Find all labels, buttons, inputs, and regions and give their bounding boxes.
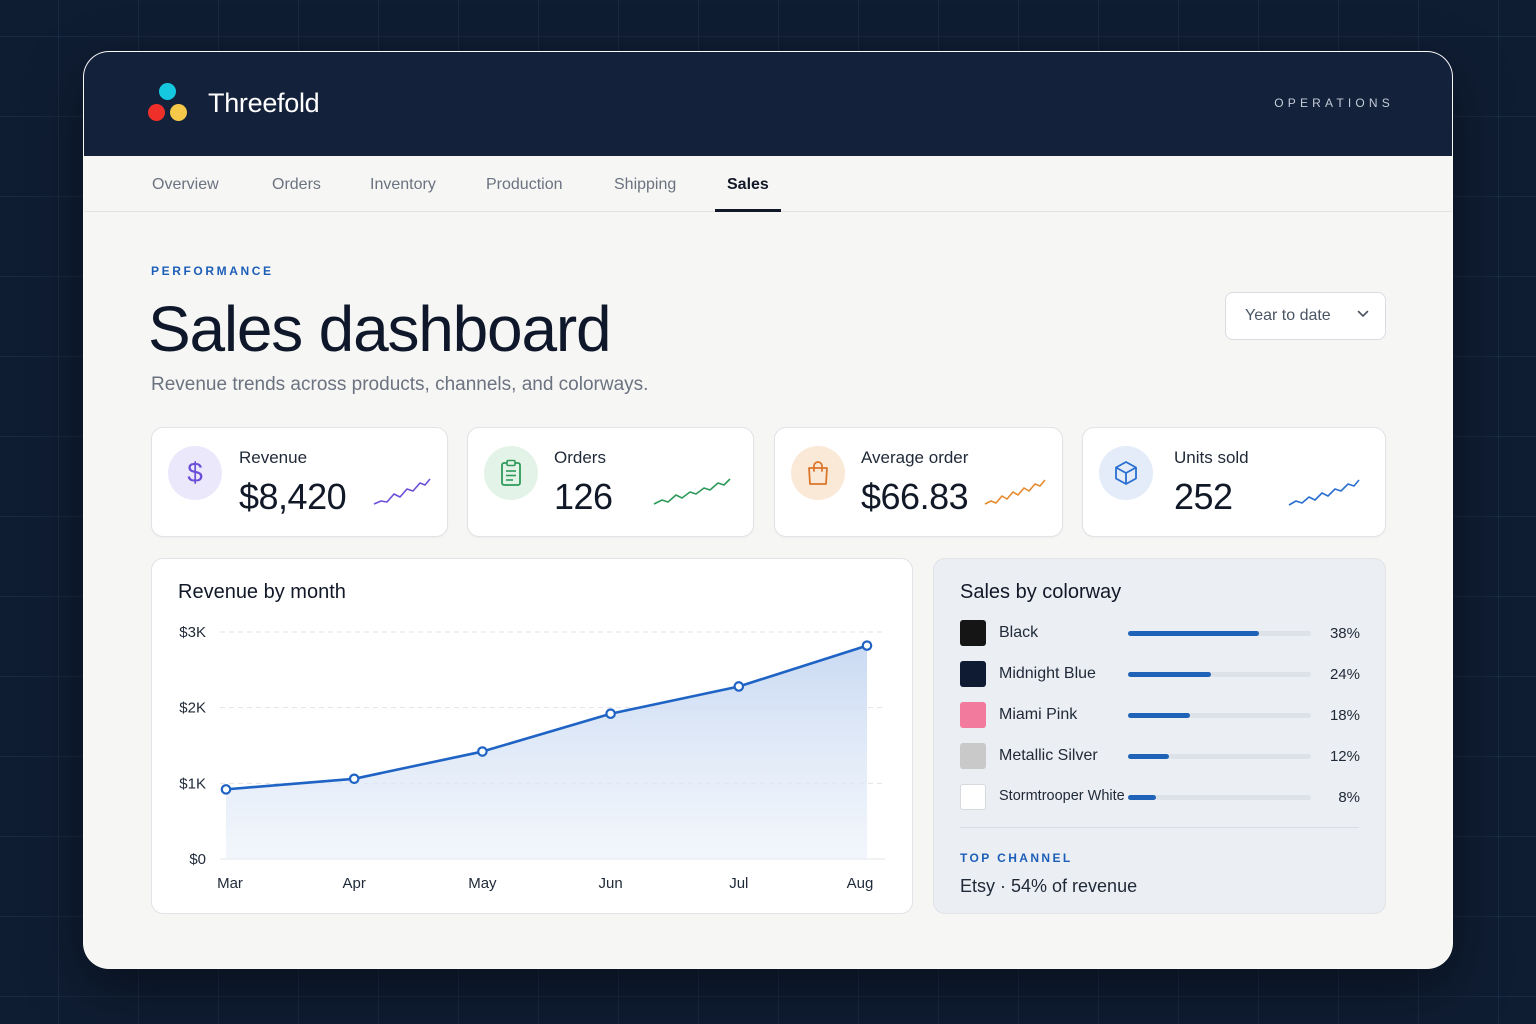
data-point	[348, 773, 360, 785]
dollar-icon: $	[168, 446, 222, 500]
colorway-name: Metallic Silver	[999, 747, 1098, 764]
divider	[960, 827, 1359, 828]
y-tick-label: $1K	[179, 775, 206, 792]
chevron-down-icon	[1357, 310, 1369, 317]
sparkline-average-order	[984, 479, 1046, 505]
revenue-chart: $0 $1K $2K $3K Mar Apr May Jun Jul Aug	[179, 624, 885, 892]
colorway-percent: 24%	[1329, 666, 1360, 683]
kpi-label: Revenue	[239, 448, 308, 467]
colorway-title: Sales by colorway	[960, 581, 1122, 603]
top-channel-value: Etsy · 54% of revenue	[960, 876, 1138, 896]
colorway-row: Stormtrooper White 8%	[960, 784, 1360, 810]
series-line	[225, 644, 868, 791]
app-window: Threefold OPERATIONS Overview Orders Inv…	[83, 51, 1453, 969]
colorway-bar-fill	[1128, 672, 1211, 677]
colorway-name: Midnight Blue	[999, 665, 1096, 682]
tab-sales[interactable]: Sales	[715, 176, 781, 212]
brand-name: Threefold	[208, 88, 320, 118]
colorway-row: Miami Pink 18%	[960, 702, 1360, 728]
area-fill	[226, 645, 867, 859]
x-tick-label: May	[468, 875, 497, 892]
colorway-row: Black 38%	[960, 620, 1360, 646]
tab-overview[interactable]: Overview	[152, 176, 219, 193]
data-point	[605, 708, 616, 720]
x-tick-label: Apr	[343, 875, 366, 892]
x-tick-label: Aug	[847, 875, 874, 892]
shopping-bag-icon	[791, 446, 845, 500]
x-tick-label: Mar	[217, 875, 243, 892]
colorway-bar-fill	[1128, 754, 1170, 759]
colorway-bar-track	[1128, 713, 1311, 718]
sparkline-units-sold	[1288, 479, 1360, 506]
tab-orders[interactable]: Orders	[272, 176, 321, 193]
logo-icon	[146, 82, 192, 124]
data-point	[733, 681, 745, 692]
colorway-bar-track	[1128, 672, 1311, 677]
x-tick-label: Jul	[729, 875, 748, 892]
top-bar: Threefold OPERATIONS	[84, 52, 1452, 156]
y-tick-label: $3K	[179, 624, 206, 641]
colorway-name: Miami Pink	[999, 706, 1078, 723]
kpi-label: Average order	[861, 448, 969, 467]
kpi-card-average-order: Average order $66.83	[774, 427, 1063, 537]
kpi-label: Orders	[554, 448, 606, 467]
period-select[interactable]: Year to date	[1225, 292, 1386, 340]
y-tick-label: $2K	[179, 700, 206, 717]
top-channel-label: TOP CHANNEL	[960, 851, 1073, 865]
colorway-percent: 12%	[1329, 748, 1360, 765]
colorway-row: Metallic Silver 12%	[960, 743, 1360, 769]
colorway-bar-fill	[1128, 795, 1156, 800]
sparkline-revenue	[373, 478, 431, 505]
color-swatch	[960, 784, 986, 810]
tab-bar: Overview Orders Inventory Production Shi…	[84, 156, 1452, 212]
colorway-bar-track	[1128, 754, 1311, 759]
colorway-percent: 8%	[1338, 789, 1360, 806]
colorway-name: Stormtrooper White	[999, 788, 1125, 804]
box-icon	[1099, 446, 1153, 500]
colorway-percent: 18%	[1329, 707, 1360, 724]
colorway-panel: Sales by colorway Black 38% Midnight Blue 2…	[933, 558, 1386, 914]
x-tick-label: Jun	[599, 875, 623, 892]
color-swatch	[960, 702, 986, 728]
tab-production[interactable]: Production	[486, 176, 563, 193]
y-tick-label: $0	[189, 851, 206, 868]
colorway-percent: 38%	[1329, 625, 1360, 642]
page-eyebrow: PERFORMANCE	[151, 264, 274, 278]
section-label: OPERATIONS	[1274, 96, 1394, 110]
page-subtitle: Revenue trends across products, channels…	[151, 374, 649, 395]
data-point	[477, 746, 488, 757]
tab-shipping[interactable]: Shipping	[614, 176, 677, 193]
revenue-chart-panel: Revenue by month $0 $1K $2K $3K Mar Apr May Jun…	[151, 558, 913, 914]
colorway-bar-track	[1128, 631, 1311, 636]
colorway-bar-fill	[1128, 713, 1191, 718]
kpi-value: $66.83	[861, 476, 969, 517]
kpi-card-orders: Orders 126	[467, 427, 754, 537]
period-select-value: Year to date	[1245, 307, 1331, 324]
kpi-card-units-sold: Units sold 252	[1082, 427, 1386, 537]
colorway-name: Black	[999, 624, 1039, 641]
clipboard-icon	[484, 446, 538, 500]
tab-inventory[interactable]: Inventory	[370, 176, 436, 193]
colorway-bar-track	[1128, 795, 1311, 800]
chart-title: Revenue by month	[178, 581, 346, 603]
color-swatch	[960, 661, 986, 687]
color-swatch	[960, 620, 986, 646]
data-point	[220, 784, 232, 795]
kpi-card-revenue: $ Revenue $8,420	[151, 427, 448, 537]
kpi-value: $8,420	[239, 476, 347, 517]
data-point	[861, 640, 873, 651]
kpi-label: Units sold	[1174, 448, 1249, 467]
page-title: Sales dashboard	[148, 293, 612, 365]
colorway-row: Midnight Blue 24%	[960, 661, 1360, 687]
color-swatch	[960, 743, 986, 769]
kpi-value: 252	[1174, 476, 1233, 517]
kpi-value: 126	[554, 476, 613, 517]
svg-text:$: $	[187, 458, 203, 488]
colorway-bar-fill	[1128, 631, 1260, 636]
sparkline-orders	[653, 478, 731, 505]
